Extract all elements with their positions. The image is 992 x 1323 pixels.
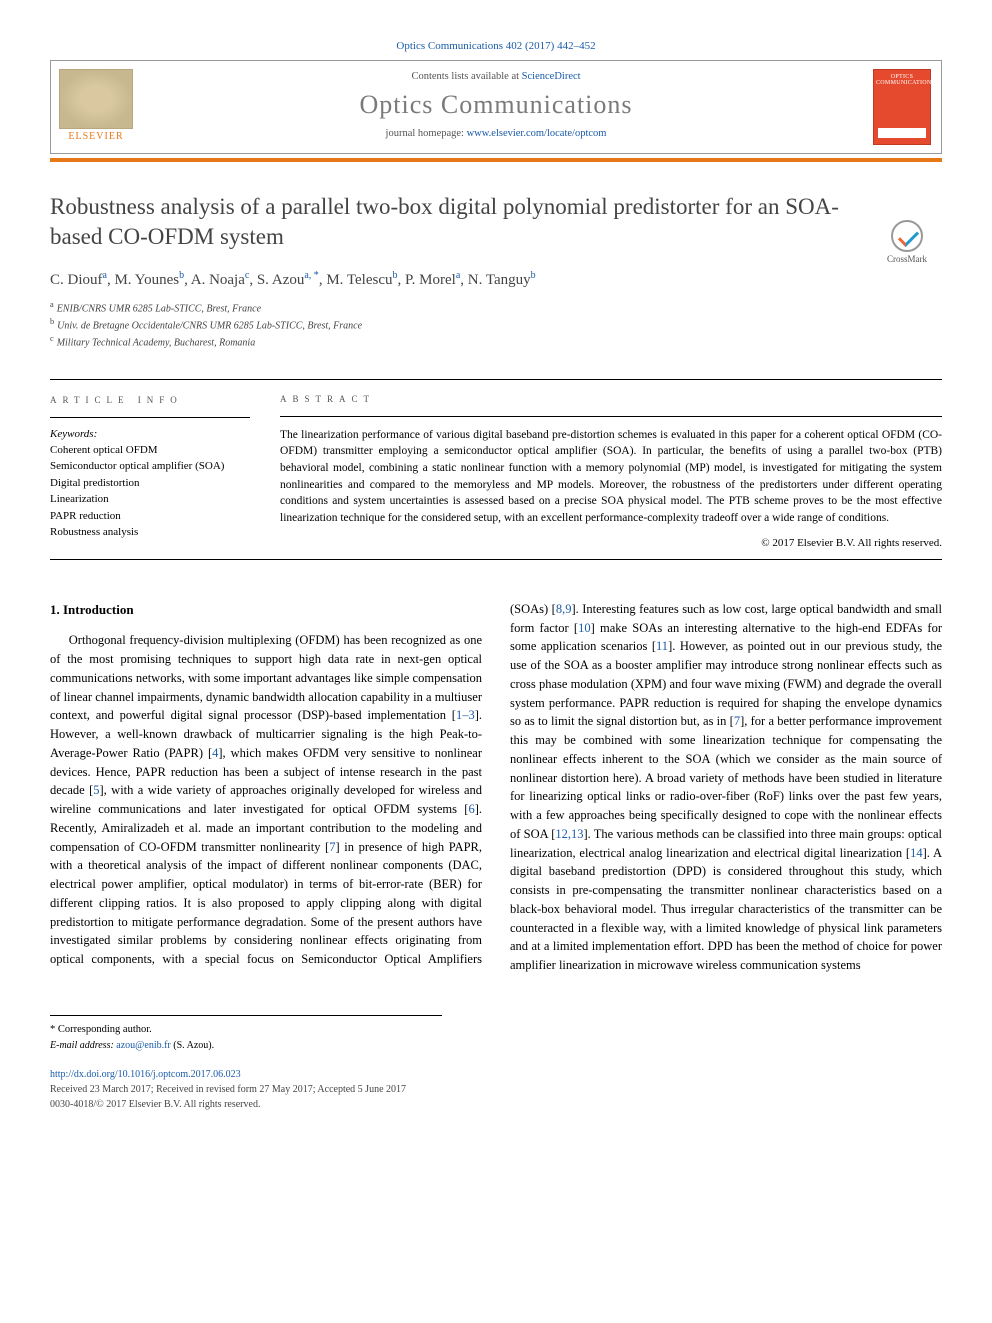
corresponding-author-label: Corresponding author. — [58, 1024, 152, 1035]
keyword-item: Coherent optical OFDM — [50, 442, 250, 459]
journal-title: Optics Communications — [51, 90, 941, 120]
citation-link[interactable]: 5 — [93, 783, 99, 797]
article-footer-meta: http://dx.doi.org/10.1016/j.optcom.2017.… — [50, 1067, 942, 1112]
citation-link[interactable]: 6 — [468, 802, 474, 816]
received-dates: Received 23 March 2017; Received in revi… — [50, 1084, 406, 1095]
corresponding-email-link[interactable]: azou@enib.fr — [116, 1040, 170, 1051]
elsevier-logo: ELSEVIER — [59, 69, 133, 151]
keyword-item: Linearization — [50, 491, 250, 508]
citation-link[interactable]: 10 — [578, 621, 591, 635]
homepage-line: journal homepage: www.elsevier.com/locat… — [51, 128, 941, 139]
sciencedirect-link[interactable]: ScienceDirect — [522, 71, 581, 82]
citation-link[interactable]: 8,9 — [556, 602, 572, 616]
journal-cover-thumbnail: OPTICS COMMUNICATIONS — [873, 69, 931, 145]
citation-link[interactable]: 7 — [329, 840, 335, 854]
orange-divider — [50, 158, 942, 162]
contents-line: Contents lists available at ScienceDirec… — [51, 71, 941, 82]
abstract-label: abstract — [280, 394, 942, 404]
body-text: 1. Introduction Orthogonal frequency-div… — [50, 600, 942, 975]
article-info-column: article info Keywords: Coherent optical … — [50, 394, 250, 549]
homepage-prefix: journal homepage: — [386, 128, 467, 139]
issn-copyright: 0030-4018/© 2017 Elsevier B.V. All right… — [50, 1099, 260, 1110]
citation-link[interactable]: 14 — [910, 846, 923, 860]
keyword-item: Semiconductor optical amplifier (SOA) — [50, 458, 250, 475]
contents-prefix: Contents lists available at — [411, 71, 521, 82]
keyword-item: Robustness analysis — [50, 524, 250, 541]
affiliations: aENIB/CNRS UMR 6285 Lab-STICC, Brest, Fr… — [50, 299, 942, 351]
authors-line: C. Dioufa, M. Younesb, A. Noajac, S. Azo… — [50, 270, 942, 289]
article-info-label: article info — [50, 395, 250, 405]
keyword-item: Digital predistortion — [50, 475, 250, 492]
keywords-label: Keywords: — [50, 428, 250, 440]
crossmark-label: CrossMark — [872, 254, 942, 264]
abstract-column: abstract The linearization performance o… — [280, 394, 942, 549]
crossmark-icon — [891, 220, 923, 252]
journal-cover-title: OPTICS COMMUNICATIONS — [874, 70, 930, 90]
doi-link[interactable]: http://dx.doi.org/10.1016/j.optcom.2017.… — [50, 1069, 241, 1080]
email-person: (S. Azou). — [173, 1040, 214, 1051]
citation-link[interactable]: 12,13 — [555, 827, 583, 841]
footnotes: * Corresponding author. E-mail address: … — [50, 1015, 442, 1053]
abstract-copyright: © 2017 Elsevier B.V. All rights reserved… — [280, 537, 942, 549]
running-header: Optics Communications 402 (2017) 442–452 — [50, 40, 942, 52]
citation-link[interactable]: 7 — [734, 714, 740, 728]
citation-link[interactable]: 11 — [656, 639, 668, 653]
section-heading: 1. Introduction — [50, 600, 482, 620]
email-label: E-mail address: — [50, 1040, 114, 1051]
citation-link[interactable]: 1–3 — [456, 708, 475, 722]
citation-link[interactable]: 4 — [212, 746, 218, 760]
journal-homepage-link[interactable]: www.elsevier.com/locate/optcom — [467, 128, 607, 139]
keyword-item: PAPR reduction — [50, 508, 250, 525]
abstract-text: The linearization performance of various… — [280, 416, 942, 527]
body-paragraph: Orthogonal frequency-division multiplexi… — [50, 600, 942, 975]
journal-banner: ELSEVIER OPTICS COMMUNICATIONS Contents … — [50, 60, 942, 154]
elsevier-logo-label: ELSEVIER — [59, 131, 133, 142]
article-title: Robustness analysis of a parallel two-bo… — [50, 192, 942, 252]
crossmark-badge[interactable]: CrossMark — [872, 220, 942, 264]
keywords-list: Coherent optical OFDMSemiconductor optic… — [50, 442, 250, 541]
